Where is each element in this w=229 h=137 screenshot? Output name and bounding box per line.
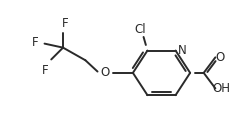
Text: Cl: Cl [134,23,146,36]
Text: N: N [177,44,186,57]
Text: F: F [31,36,38,49]
Text: F: F [42,64,49,77]
Text: O: O [215,51,224,64]
Text: OH: OH [211,82,229,95]
Text: F: F [61,17,68,30]
Text: O: O [100,66,109,79]
